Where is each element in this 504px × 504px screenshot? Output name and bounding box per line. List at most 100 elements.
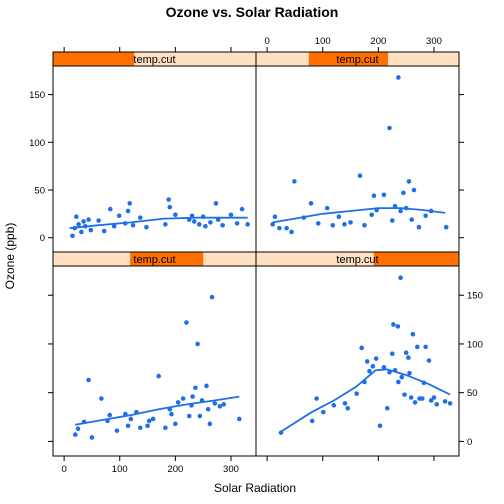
data-point <box>396 75 401 80</box>
data-point <box>88 227 94 233</box>
data-point <box>357 173 363 178</box>
data-point <box>389 351 395 356</box>
data-point <box>167 204 173 210</box>
data-point <box>74 214 79 220</box>
data-point <box>184 320 189 325</box>
data-point <box>138 425 143 431</box>
data-point <box>412 400 418 405</box>
data-point <box>195 341 200 347</box>
data-point <box>354 391 359 396</box>
data-point <box>245 222 250 227</box>
data-point <box>320 409 326 415</box>
data-point <box>431 395 437 400</box>
data-point <box>381 365 387 370</box>
data-point <box>193 385 198 391</box>
data-point <box>336 214 342 220</box>
panel-2: temp.cut <box>255 51 460 253</box>
data-point <box>96 218 101 223</box>
data-point <box>180 396 186 401</box>
data-point <box>107 412 113 418</box>
data-point <box>391 322 396 327</box>
data-point <box>342 222 347 227</box>
data-point <box>196 222 202 227</box>
data-point <box>189 213 195 219</box>
data-point <box>138 215 143 220</box>
chart-title: Ozone vs. Solar Radiation <box>166 4 339 20</box>
loess-smooth-line <box>280 368 451 433</box>
data-point <box>239 206 245 212</box>
x-tick-label: 300 <box>223 464 239 475</box>
data-point <box>387 125 392 131</box>
data-point <box>89 435 95 440</box>
loess-smooth-line <box>272 207 446 224</box>
data-point <box>398 208 403 214</box>
data-point <box>209 294 215 300</box>
data-point <box>220 222 225 228</box>
data-point <box>173 421 178 427</box>
panel-1: temp.cut <box>52 51 257 253</box>
data-point <box>146 418 152 424</box>
x-tick-label: 200 <box>167 464 183 475</box>
data-point <box>221 402 227 407</box>
data-point <box>396 379 401 385</box>
strip-level-fill <box>53 52 135 66</box>
strip-label: temp.cut <box>336 254 378 266</box>
data-point <box>359 345 364 351</box>
data-point <box>399 374 405 380</box>
data-point <box>145 423 150 429</box>
y-tick-label: 100 <box>467 339 483 350</box>
data-point <box>75 426 81 432</box>
loess-smooth-line <box>75 395 240 426</box>
data-point <box>144 224 149 230</box>
y-tick-label: 100 <box>29 138 45 149</box>
data-point <box>408 395 414 400</box>
data-point <box>70 233 75 239</box>
data-point <box>414 344 420 350</box>
strip-level-fill <box>373 252 459 266</box>
strip-label: temp.cut <box>336 54 378 66</box>
data-point <box>331 403 337 408</box>
data-point <box>111 223 117 229</box>
data-point <box>308 201 314 206</box>
data-point <box>426 358 432 363</box>
data-point <box>127 201 133 206</box>
data-point <box>315 221 321 226</box>
data-point <box>373 356 379 361</box>
data-point <box>428 398 434 403</box>
y-tick-label: 50 <box>34 186 45 197</box>
data-point <box>101 228 107 234</box>
data-point <box>292 179 297 184</box>
data-point <box>423 344 428 350</box>
loess-smooth-line <box>69 216 248 230</box>
data-point <box>114 428 120 433</box>
data-point <box>314 396 319 401</box>
data-point <box>406 179 412 184</box>
data-point <box>342 401 348 406</box>
data-point <box>86 377 91 383</box>
data-point <box>130 222 136 228</box>
data-point <box>208 220 213 225</box>
data-point <box>207 421 213 427</box>
data-point <box>369 212 374 218</box>
strip-level-fill <box>130 252 204 266</box>
x-tick-label: 200 <box>370 36 386 47</box>
data-point <box>434 402 440 407</box>
x-tick-label: 300 <box>426 36 442 47</box>
data-point <box>150 416 156 422</box>
panel-frame <box>52 65 257 253</box>
data-point <box>270 222 275 227</box>
panel-frame <box>255 65 460 253</box>
data-point <box>345 405 351 411</box>
data-point <box>125 423 131 429</box>
x-axis-label: Solar Radiation <box>214 481 296 495</box>
data-point <box>309 418 315 424</box>
data-point <box>395 324 401 329</box>
panel-3: temp.cut <box>52 251 257 457</box>
panel-frame <box>255 265 460 457</box>
data-point <box>362 222 367 228</box>
data-point <box>72 432 78 437</box>
panel-4: temp.cut <box>255 251 460 457</box>
data-point <box>377 423 383 429</box>
data-point <box>289 229 294 235</box>
